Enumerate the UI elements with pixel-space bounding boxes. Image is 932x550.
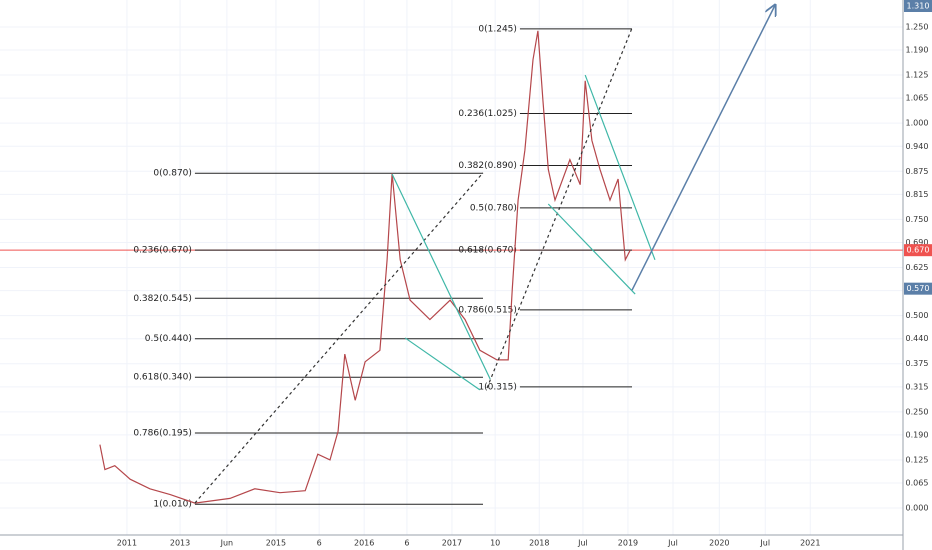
- x-tick-label: Jul: [577, 539, 588, 548]
- y-tick-label: 0.815: [906, 190, 929, 199]
- y-tick-label: 0.250: [906, 407, 929, 416]
- y-tick-label: 1.125: [906, 71, 929, 80]
- y-tick-label: 0.065: [906, 479, 929, 488]
- price-tag: [904, 282, 932, 295]
- x-tick-label: Jun: [220, 539, 234, 548]
- price-tag-label: 0.670: [907, 246, 930, 255]
- y-tick-label: 0.875: [906, 167, 929, 176]
- drawing-line: [486, 27, 633, 389]
- y-tick-label: 0.375: [906, 359, 929, 368]
- x-tick-label: 2020: [709, 539, 729, 548]
- x-tick-label: 2013: [170, 539, 190, 548]
- y-tick-label: 0.315: [906, 382, 929, 391]
- drawing-line: [391, 173, 491, 380]
- price-tag-label: 1.310: [907, 2, 930, 11]
- y-tick-label: 0.000: [906, 504, 929, 513]
- drawing-line: [547, 203, 636, 295]
- y-tick-label: 0.190: [906, 430, 929, 439]
- x-tick-label: Jul: [667, 539, 678, 548]
- x-tick-label: 2015: [266, 539, 286, 548]
- x-tick-label: 2021: [800, 539, 820, 548]
- x-tick-label: Jul: [759, 539, 770, 548]
- fib-label: 0.786(0.195): [133, 429, 192, 439]
- price-tag: [904, 244, 932, 257]
- y-tick-label: 1.000: [906, 119, 929, 128]
- x-tick-label: 2019: [618, 539, 638, 548]
- fib-label: 1(0.315): [478, 382, 517, 392]
- y-tick-label: 0.750: [906, 215, 929, 224]
- fib-label: 0.618(0.340): [133, 373, 192, 383]
- x-tick-label: 6: [404, 539, 409, 548]
- drawing-line: [404, 337, 481, 391]
- y-tick-label: 0.500: [906, 311, 929, 320]
- fib-label: 0.786(0.515): [458, 305, 517, 315]
- x-tick-label: 2017: [442, 539, 462, 548]
- fib-label: 0.5(0.780): [470, 203, 517, 213]
- x-tick-label: 2016: [354, 539, 374, 548]
- price-tag-label: 0.570: [907, 284, 930, 293]
- drawing-line: [194, 172, 484, 504]
- price-axis: [903, 0, 932, 550]
- price-tag: [904, 0, 932, 12]
- x-tick-label: 6: [317, 539, 322, 548]
- fib-label: 0.236(0.670): [133, 246, 192, 256]
- y-tick-label: 0.690: [906, 238, 929, 247]
- fib-label: 0.382(0.545): [133, 294, 192, 304]
- drawing-line: [584, 74, 656, 261]
- y-tick-label: 0.625: [906, 263, 929, 272]
- fib-label: 0(1.245): [478, 24, 517, 34]
- y-tick-label: 0.440: [906, 334, 929, 343]
- y-tick-label: 1.250: [906, 22, 929, 31]
- fib-label: 0(0.870): [153, 169, 192, 179]
- x-tick-label: 2018: [529, 539, 549, 548]
- x-tick-label: 10: [490, 539, 500, 548]
- y-tick-label: 1.190: [906, 46, 929, 55]
- price-line-series: [99, 30, 631, 504]
- x-tick-label: 2011: [117, 539, 137, 548]
- drawing-line: [631, 5, 775, 291]
- fib-label: 0.618(0.670): [458, 246, 517, 256]
- fib-label: 0.382(0.890): [458, 161, 517, 171]
- y-tick-label: 0.125: [906, 455, 929, 464]
- y-tick-label: 0.940: [906, 142, 929, 151]
- fib-label: 1(0.010): [153, 500, 192, 510]
- fib-label: 0.5(0.440): [145, 334, 192, 344]
- fib-label: 0.236(1.025): [458, 109, 517, 119]
- y-tick-label: 1.065: [906, 94, 929, 103]
